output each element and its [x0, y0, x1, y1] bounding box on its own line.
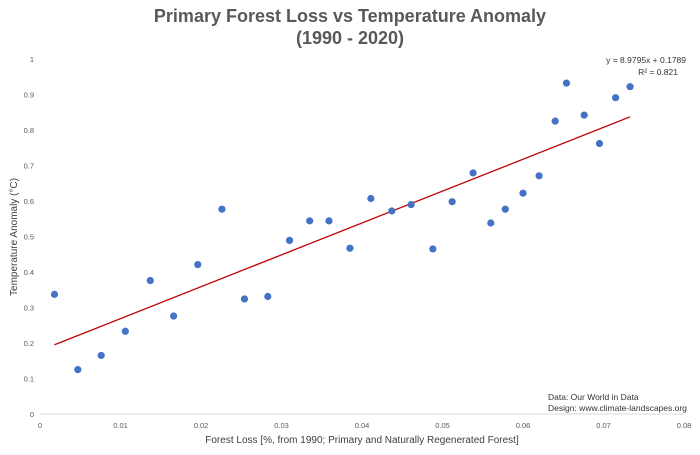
y-tick-label: 0	[30, 410, 34, 419]
x-tick-label: 0.01	[113, 421, 128, 430]
chart-title: Primary Forest Loss vs Temperature Anoma…	[153, 6, 547, 26]
trend-line	[54, 116, 631, 346]
x-tick-label: 0.08	[677, 421, 692, 430]
y-tick-labels: 0 0.1 0.2 0.3 0.4 0.5 0.6 0.7 0.8 0.9 1	[24, 55, 34, 419]
data-point	[487, 219, 495, 227]
data-point	[346, 244, 354, 252]
data-point	[264, 292, 272, 301]
data-point	[50, 290, 59, 298]
data-point	[240, 295, 249, 303]
data-point	[97, 351, 105, 360]
data-point	[448, 198, 456, 206]
data-point	[306, 217, 314, 225]
data-point	[74, 366, 82, 374]
x-tick-label: 0.02	[194, 421, 209, 430]
data-source-note: Data: Our World in Data	[548, 392, 639, 402]
data-point	[611, 94, 620, 102]
x-tick-label: 0.04	[355, 421, 370, 430]
x-tick-labels: 0 0.01 0.02 0.03 0.04 0.05 0.06 0.07 0.08	[38, 421, 691, 430]
y-tick-label: 0.7	[24, 162, 34, 171]
data-point	[501, 205, 509, 213]
y-tick-label: 0.1	[24, 375, 34, 384]
data-point	[146, 276, 154, 285]
data-point	[469, 169, 477, 177]
x-tick-label: 0	[38, 421, 42, 430]
y-tick-label: 0.3	[24, 304, 34, 313]
data-point	[551, 117, 559, 125]
x-tick-label: 0.06	[516, 421, 531, 430]
data-point	[194, 260, 202, 269]
data-point	[388, 207, 396, 215]
design-credit-note: Design: www.climate-landscapes.org	[548, 403, 687, 413]
data-point	[595, 139, 604, 148]
trendline-equation: y = 8.9795x + 0.1789	[606, 55, 686, 65]
data-point	[218, 205, 226, 213]
y-tick-label: 0.2	[24, 339, 34, 348]
x-tick-label: 0.03	[274, 421, 289, 430]
data-point	[580, 111, 588, 119]
x-tick-label: 0.05	[435, 421, 450, 430]
data-point	[626, 83, 634, 91]
x-axis-title: Forest Loss [%, from 1990; Primary and N…	[205, 435, 519, 446]
data-point	[170, 312, 178, 320]
data-point	[325, 217, 333, 225]
data-point	[367, 194, 375, 203]
y-tick-label: 0.8	[24, 126, 34, 135]
data-point	[429, 245, 437, 253]
y-tick-label: 0.9	[24, 91, 34, 100]
y-tick-label: 0.4	[24, 268, 34, 277]
trendline-r-squared: R² = 0.821	[638, 67, 678, 77]
y-axis-title: Temperature Anomaly (°C)	[9, 178, 20, 296]
y-tick-label: 0.6	[24, 197, 34, 206]
y-tick-label: 0.5	[24, 233, 34, 242]
data-point	[285, 236, 294, 245]
x-tick-label: 0.07	[596, 421, 611, 430]
data-points	[50, 79, 634, 374]
chart-subtitle: (1990 - 2020)	[295, 28, 405, 48]
data-point	[519, 189, 527, 197]
data-point	[562, 79, 571, 87]
y-tick-label: 1	[30, 55, 34, 64]
data-point	[121, 327, 129, 335]
data-point	[407, 200, 415, 209]
data-point	[535, 172, 543, 180]
